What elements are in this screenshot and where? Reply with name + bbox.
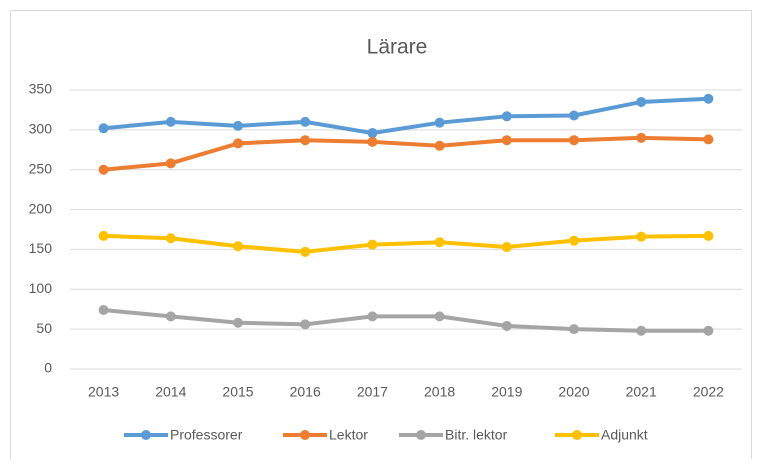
x-tick-label: 2013 bbox=[88, 384, 119, 400]
legend-label: Bitr. lektor bbox=[445, 427, 508, 443]
data-point bbox=[703, 230, 714, 241]
x-tick-label: 2015 bbox=[222, 384, 253, 400]
data-point bbox=[703, 325, 714, 336]
y-tick-label: 350 bbox=[29, 81, 53, 97]
data-point bbox=[434, 140, 445, 151]
data-point bbox=[703, 93, 714, 104]
data-point bbox=[98, 305, 109, 316]
data-point bbox=[367, 239, 378, 250]
data-point bbox=[367, 311, 378, 322]
y-tick-label: 50 bbox=[36, 320, 52, 336]
data-point bbox=[367, 128, 378, 139]
data-point bbox=[233, 317, 243, 328]
data-point bbox=[434, 117, 445, 128]
data-point bbox=[434, 311, 445, 322]
x-tick-label: 2021 bbox=[626, 384, 657, 400]
data-point bbox=[703, 134, 714, 145]
chart-title: Lärare bbox=[367, 36, 428, 59]
data-point bbox=[501, 111, 512, 122]
series-line bbox=[103, 308, 709, 333]
data-point bbox=[233, 138, 243, 149]
legend-marker bbox=[300, 430, 310, 440]
data-point bbox=[569, 324, 579, 335]
legend-marker bbox=[416, 430, 426, 440]
x-tick-label: 2020 bbox=[558, 384, 589, 400]
data-point bbox=[165, 158, 176, 169]
data-point bbox=[165, 233, 176, 244]
series-line bbox=[103, 135, 709, 172]
data-point bbox=[367, 136, 378, 147]
y-tick-label: 100 bbox=[29, 280, 53, 296]
y-tick-label: 200 bbox=[29, 200, 53, 216]
data-point bbox=[300, 319, 311, 330]
data-point bbox=[569, 235, 579, 246]
data-point bbox=[98, 164, 109, 175]
data-point bbox=[501, 135, 512, 146]
data-point bbox=[636, 96, 647, 107]
data-point bbox=[569, 110, 579, 121]
data-point bbox=[636, 325, 647, 336]
data-point bbox=[300, 135, 311, 146]
x-tick-label: 2019 bbox=[491, 384, 522, 400]
series-line bbox=[103, 233, 709, 254]
data-point bbox=[434, 237, 445, 248]
x-tick-label: 2014 bbox=[155, 384, 186, 400]
data-point bbox=[98, 123, 109, 134]
data-point bbox=[233, 120, 243, 131]
data-point bbox=[165, 311, 176, 322]
series-line bbox=[103, 96, 709, 136]
legend-label: Adjunkt bbox=[601, 427, 648, 443]
x-tick-label: 2017 bbox=[357, 384, 388, 400]
x-tick-label: 2018 bbox=[424, 384, 455, 400]
x-tick-label: 2022 bbox=[693, 384, 724, 400]
y-tick-label: 250 bbox=[29, 160, 53, 176]
data-point bbox=[636, 231, 647, 242]
data-point bbox=[300, 246, 311, 257]
x-tick-label: 2016 bbox=[290, 384, 321, 400]
legend-label: Professorer bbox=[170, 427, 243, 443]
data-point bbox=[165, 116, 176, 127]
data-point bbox=[501, 242, 512, 253]
data-point bbox=[300, 116, 311, 127]
legend-marker bbox=[572, 430, 582, 440]
data-point bbox=[569, 135, 579, 146]
data-point bbox=[98, 230, 109, 241]
data-point bbox=[636, 132, 647, 143]
y-tick-label: 150 bbox=[29, 240, 53, 256]
y-tick-label: 0 bbox=[44, 360, 52, 376]
y-tick-label: 300 bbox=[29, 121, 53, 137]
data-point bbox=[501, 320, 512, 331]
legend-label: Lektor bbox=[329, 427, 368, 443]
legend-marker bbox=[141, 430, 151, 440]
data-point bbox=[233, 241, 243, 252]
